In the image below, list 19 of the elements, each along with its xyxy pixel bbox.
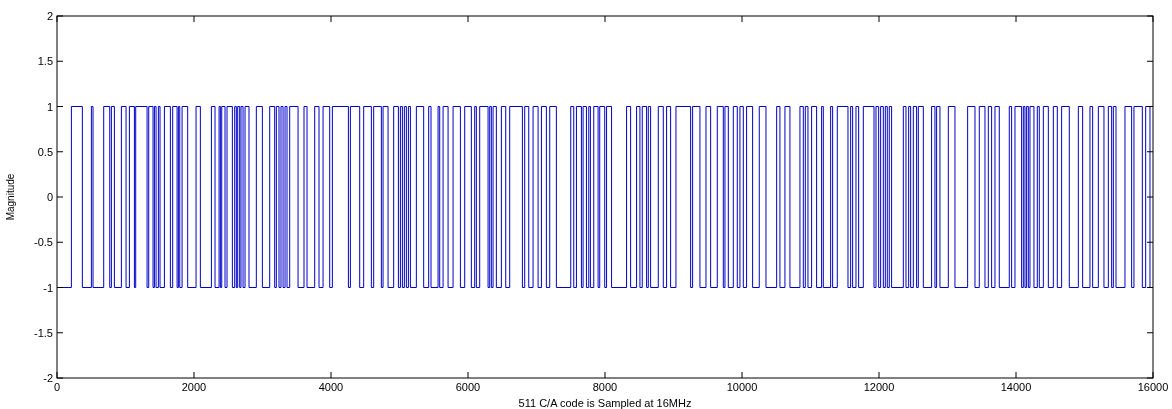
y-axis-title: Magnitude [5, 173, 16, 221]
x-tick-label: 16000 [1137, 381, 1169, 393]
x-tick-label: 4000 [318, 381, 344, 393]
x-tick-label: 8000 [592, 381, 618, 393]
y-tick-label: 1.5 [37, 55, 53, 68]
y-tick-label: -1 [43, 281, 53, 294]
x-tick-label: 2000 [181, 381, 207, 393]
y-tick-label: -1.5 [34, 326, 53, 339]
y-tick-label: 0 [46, 191, 53, 203]
y-tick-label: 0.5 [37, 145, 53, 158]
y-tick-label: -2 [43, 372, 53, 384]
x-tick-label: 14000 [1000, 381, 1032, 393]
x-tick-label: 6000 [455, 381, 481, 393]
x-tick-label: 10000 [726, 381, 758, 393]
y-tick-label: -0.5 [34, 236, 53, 249]
y-tick-label: 1 [46, 100, 53, 113]
x-axis-title: 511 C/A code is Sampled at 16MHz [518, 397, 692, 409]
y-tick-label: 2 [46, 10, 53, 22]
x-tick-label: 12000 [863, 381, 895, 393]
